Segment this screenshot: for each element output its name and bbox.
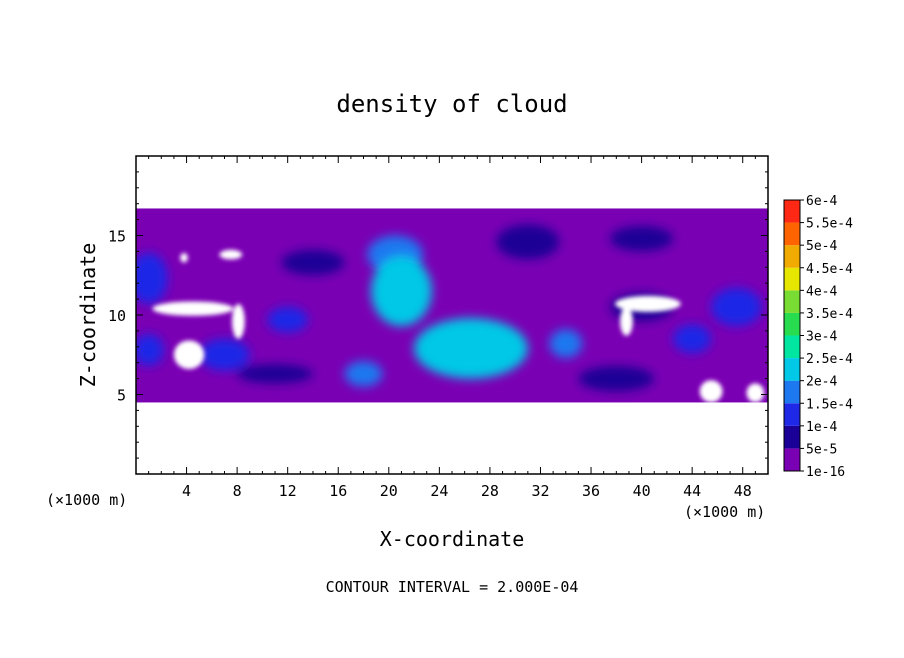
colorbar-swatch <box>784 335 800 359</box>
x-unit-right: (×1000 m) <box>684 503 765 521</box>
density-feature <box>237 364 313 384</box>
colorbar-label: 3.5e-4 <box>806 307 853 322</box>
clear-region <box>746 383 765 403</box>
x-tick-label: 20 <box>380 482 398 500</box>
clear-region <box>180 252 188 263</box>
plot-area <box>136 156 768 474</box>
colorbar: 1e-16 5e-5 1e-4 1.5e-4 2e-4 2.5e-4 3e-4 3.5e-4 4… <box>783 194 853 480</box>
x-tick-label: 4 <box>182 482 191 500</box>
y-tick-label: 15 <box>108 228 126 246</box>
x-tick-label: 48 <box>734 482 752 500</box>
colorbar-label: 3e-4 <box>806 330 837 345</box>
colorbar-label: 1.5e-4 <box>806 397 853 412</box>
density-feature <box>496 224 560 260</box>
density-feature <box>267 307 308 333</box>
x-tick-label: 16 <box>329 482 347 500</box>
clear-region <box>699 380 723 403</box>
colorbar-label: 1e-16 <box>806 465 845 480</box>
x-tick-label: 12 <box>279 482 297 500</box>
colorbar-swatch <box>784 358 800 381</box>
y-axis-label: Z-coordinate <box>76 243 100 388</box>
y-tick-label: 10 <box>108 307 126 325</box>
colorbar-swatch <box>784 222 800 246</box>
x-tick-label: 24 <box>430 482 448 500</box>
x-axis-label: X-coordinate <box>380 527 525 551</box>
colorbar-label: 2.5e-4 <box>806 352 853 367</box>
colorbar-swatch <box>784 448 800 471</box>
clear-region <box>232 303 245 339</box>
x-tick-label: 36 <box>582 482 600 500</box>
clear-region <box>219 249 243 260</box>
density-feature <box>711 287 762 327</box>
colorbar-label: 5e-4 <box>806 239 837 254</box>
x-tick-label: 40 <box>633 482 651 500</box>
density-feature <box>281 249 345 276</box>
colorbar-label: 2e-4 <box>806 375 837 390</box>
density-feature <box>673 324 712 354</box>
density-feature <box>136 334 164 366</box>
colorbar-label: 4e-4 <box>806 284 837 299</box>
clear-region <box>173 340 205 370</box>
x-axis-ticks: 4 8 12 16 20 24 28 32 36 40 44 48 <box>148 156 756 500</box>
x-tick-label: 8 <box>233 482 242 500</box>
y-tick-label: 5 <box>117 387 126 405</box>
cloud-features <box>136 224 762 392</box>
density-feature <box>610 225 674 252</box>
x-unit-left: (×1000 m) <box>46 491 127 509</box>
colorbar-label: 5e-5 <box>806 442 837 457</box>
colorbar-label: 6e-4 <box>806 194 837 209</box>
y-axis-ticks: 5 10 15 <box>108 171 768 459</box>
colorbar-label: 5.5e-4 <box>806 217 853 232</box>
colorbar-label: 1e-4 <box>806 420 837 435</box>
colorbar-swatch <box>784 245 800 268</box>
clear-region <box>615 295 681 312</box>
clear-regions <box>152 249 765 403</box>
colorbar-swatch <box>784 267 800 291</box>
density-feature <box>578 365 655 392</box>
colorbar-swatch <box>784 425 800 449</box>
colorbar-swatch <box>784 403 800 426</box>
colorbar-swatch <box>784 200 800 223</box>
colorbar-label: 4.5e-4 <box>806 262 853 277</box>
density-feature <box>344 361 383 387</box>
clear-region <box>620 307 633 336</box>
clear-region <box>152 301 234 316</box>
chart-title: density of cloud <box>336 90 567 118</box>
x-tick-label: 28 <box>481 482 499 500</box>
contour-interval-note: CONTOUR INTERVAL = 2.000E-04 <box>326 578 579 596</box>
colorbar-swatch <box>784 312 800 336</box>
density-feature <box>433 321 509 360</box>
density-feature <box>371 256 432 327</box>
density-feature <box>136 252 168 304</box>
x-tick-label: 32 <box>531 482 549 500</box>
density-feature <box>549 329 583 358</box>
density-feature <box>199 338 250 371</box>
colorbar-swatch <box>784 380 800 404</box>
colorbar-swatch <box>784 290 800 313</box>
x-tick-label: 44 <box>683 482 701 500</box>
